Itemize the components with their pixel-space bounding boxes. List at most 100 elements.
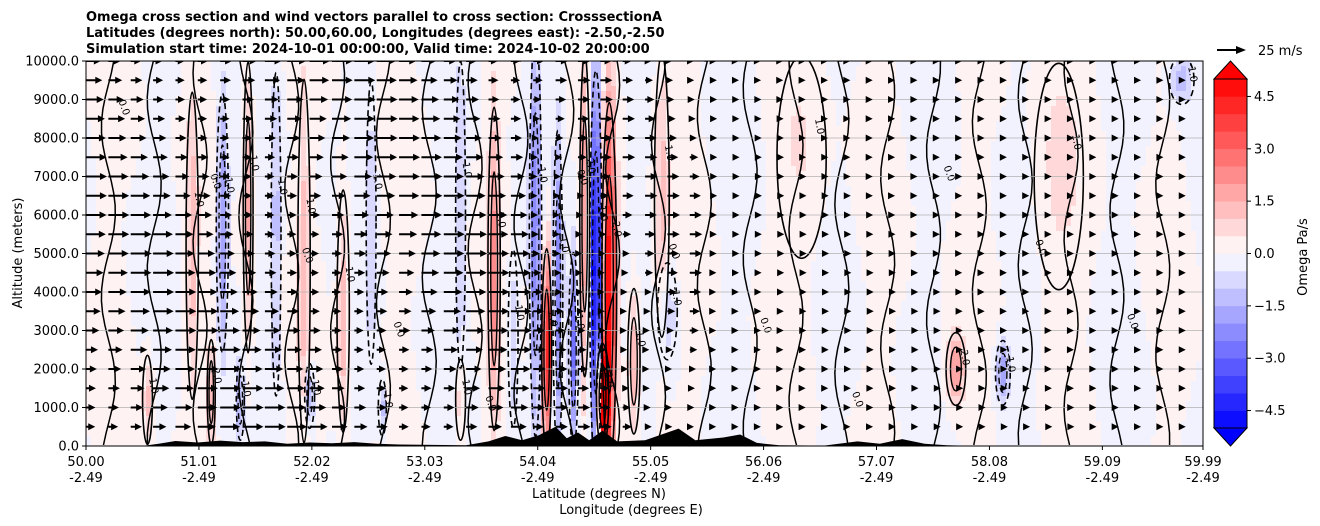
omega-cell (481, 131, 487, 137)
omega-cell (766, 66, 772, 72)
omega-cell (266, 66, 272, 72)
omega-cell (716, 71, 722, 77)
omega-cell (826, 76, 832, 82)
omega-cell (196, 126, 202, 132)
omega-cell (856, 71, 862, 77)
omega-cell (1171, 136, 1177, 142)
omega-cell (1121, 81, 1127, 87)
omega-cell (881, 116, 887, 122)
omega-cell (766, 156, 772, 162)
omega-cell (1091, 91, 1097, 97)
omega-cell (516, 101, 522, 107)
omega-cell (281, 71, 287, 77)
omega-cell (1066, 146, 1072, 152)
omega-cell (1171, 146, 1177, 152)
omega-cell (171, 141, 177, 147)
omega-cell (406, 151, 412, 157)
omega-cell (1136, 141, 1142, 147)
omega-cell (1041, 126, 1047, 132)
omega-cell (761, 101, 767, 107)
omega-cell (976, 166, 982, 172)
omega-cell (641, 121, 647, 127)
omega-cell (581, 66, 587, 72)
omega-cell (361, 86, 367, 92)
omega-cell (321, 166, 327, 172)
omega-cell (461, 76, 467, 82)
omega-cell (216, 136, 222, 142)
omega-cell (966, 131, 972, 137)
omega-cell (1181, 91, 1187, 97)
omega-cell (481, 161, 487, 167)
omega-cell (546, 151, 552, 157)
omega-cell (1171, 111, 1177, 117)
omega-cell (171, 101, 177, 107)
omega-cell (731, 146, 737, 152)
omega-cell (911, 161, 917, 167)
omega-cell (1066, 106, 1072, 112)
omega-cell (1181, 141, 1187, 147)
omega-cell (651, 126, 657, 132)
omega-cell (211, 146, 217, 152)
omega-cell (1016, 151, 1022, 157)
omega-cell (426, 91, 432, 97)
omega-cell (641, 61, 647, 67)
omega-cell (426, 111, 432, 117)
omega-cell (1171, 151, 1177, 157)
omega-cell (776, 141, 782, 147)
omega-cell (436, 151, 442, 157)
omega-cell (621, 166, 627, 172)
omega-cell (316, 161, 322, 167)
omega-cell (551, 121, 557, 127)
omega-cell (561, 151, 567, 157)
omega-cell (396, 151, 402, 157)
omega-cell (951, 136, 957, 142)
omega-cell (1001, 121, 1007, 127)
omega-cell (961, 126, 967, 132)
omega-cell (996, 161, 1002, 167)
omega-cell (751, 121, 757, 127)
omega-cell (381, 101, 387, 107)
omega-cell (801, 146, 807, 152)
omega-cell (141, 91, 147, 97)
omega-cell (896, 166, 902, 172)
omega-cell (641, 131, 647, 137)
omega-cell (336, 151, 342, 157)
omega-cell (671, 161, 677, 167)
omega-cell (721, 86, 727, 92)
omega-cell (1131, 86, 1137, 92)
omega-cell (1096, 166, 1102, 172)
omega-cell (101, 81, 107, 87)
omega-cell (181, 86, 187, 92)
omega-cell (751, 116, 757, 122)
omega-cell (1021, 71, 1027, 77)
omega-cell (801, 166, 807, 172)
omega-cell (481, 116, 487, 122)
omega-cell (1201, 111, 1203, 117)
omega-cell (756, 166, 762, 172)
omega-cell (1176, 96, 1182, 102)
omega-cell (596, 136, 602, 142)
omega-cell (1081, 101, 1087, 107)
omega-cell (161, 166, 167, 172)
omega-cell (1096, 101, 1102, 107)
omega-cell (111, 141, 117, 147)
omega-cell (551, 71, 557, 77)
omega-cell (191, 136, 197, 142)
omega-cell (936, 141, 942, 147)
omega-cell (426, 71, 432, 77)
omega-cell (826, 66, 832, 72)
omega-cell (571, 71, 577, 77)
omega-cell (481, 146, 487, 152)
omega-cell (116, 91, 122, 97)
omega-cell (1101, 66, 1107, 72)
omega-cell (446, 126, 452, 132)
omega-cell (971, 121, 977, 127)
omega-cell (336, 166, 342, 172)
omega-cell (401, 71, 407, 77)
omega-cell (531, 76, 537, 82)
omega-cell (646, 61, 652, 67)
omega-cell (901, 91, 907, 97)
omega-cell (1051, 81, 1057, 87)
omega-cell (1111, 111, 1117, 117)
